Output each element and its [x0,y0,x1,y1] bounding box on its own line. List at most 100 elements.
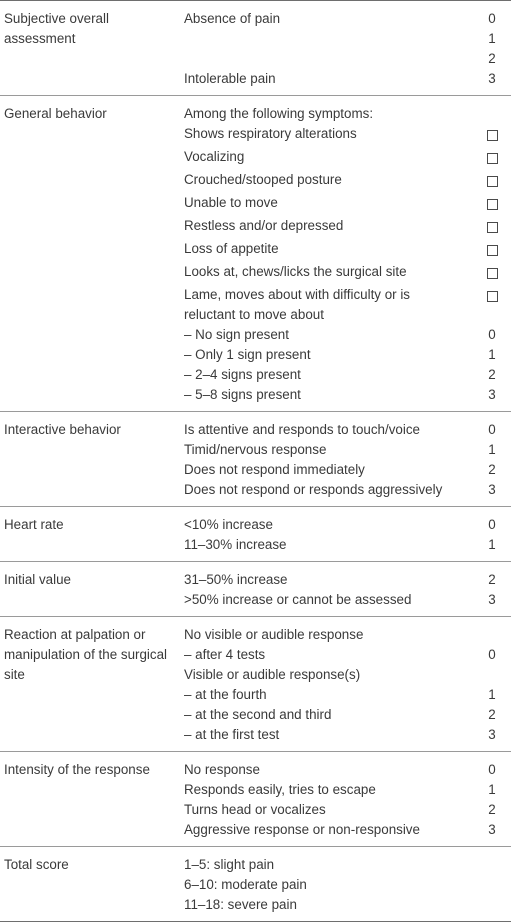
table-section: Interactive behavior Is attentive and res… [0,412,511,506]
score-value: 2 [488,367,496,382]
item-text: 31–50% increase [184,572,288,587]
checkbox-cell [482,285,511,308]
item-list: 31–50% increase 2 >50% increase or cannot … [184,570,511,610]
list-item: Unable to move [184,193,511,216]
table-section: Intensity of the response No response 0 Res… [0,752,511,846]
list-item: Looks at, chews/licks the surgical site [184,262,511,285]
list-item: – 5–8 signs present 3 [184,385,511,405]
checkbox-cell [482,239,511,262]
category-label: Total score [4,857,69,872]
score-value: 0 [488,327,496,342]
list-item: Loss of appetite [184,239,511,262]
checkbox-icon [486,199,498,210]
item-text: Responds easily, tries to escape [184,782,376,797]
item-text: Among the following symptoms: [184,106,374,121]
item-text: Unable to move [184,195,278,210]
list-item: Shows respiratory alterations [184,124,511,147]
item-list: 1–5: slight pain 6–10: moderate pain 11–18… [184,855,511,915]
score-value: 3 [488,387,496,402]
list-item: – at the fourth 1 [184,685,511,705]
item-list: Among the following symptoms: Shows respi… [184,104,511,405]
item-text: 11–18: severe pain [184,897,297,912]
list-item: <10% increase 0 [184,515,511,535]
score-value: 2 [488,462,496,477]
score-value: 0 [488,647,496,662]
list-item: Does not respond or responds aggressivel… [184,480,511,500]
checkbox-icon [486,130,498,141]
list-item: – Only 1 sign present 1 [184,345,511,365]
item-text: Aggressive response or non-responsive [184,822,420,837]
list-item: Crouched/stooped posture [184,170,511,193]
item-text: Crouched/stooped posture [184,172,342,187]
item-text: Timid/nervous response [184,442,327,457]
item-text: – at the fourth [184,687,267,702]
item-text: Shows respiratory alterations [184,126,357,141]
list-item: >50% increase or cannot be assessed 3 [184,590,511,610]
list-item: 31–50% increase 2 [184,570,511,590]
item-text: – after 4 tests [184,647,266,662]
list-item: Turns head or vocalizes 2 [184,800,511,820]
item-text: Lame, moves about with difficulty or is … [184,287,411,322]
list-item: Timid/nervous response 1 [184,440,511,460]
list-item: 2 [184,49,511,69]
table-section: Heart rate <10% increase 0 11–30% increase 1 [0,507,511,561]
item-text: No visible or audible response [184,627,364,642]
list-item: – at the second and third 2 [184,705,511,725]
item-text: 11–30% increase [184,537,287,552]
score-value: 2 [488,707,496,722]
score-value: 0 [488,762,496,777]
list-item: 11–30% increase 1 [184,535,511,555]
score-value: 1 [488,31,496,46]
checkbox-icon [486,291,498,302]
score-value: 2 [488,802,496,817]
item-text: <10% increase [184,517,273,532]
score-value: 3 [488,822,496,837]
item-text: – at the first test [184,727,280,742]
row-divider [0,846,511,847]
item-list: <10% increase 0 11–30% increase 1 [184,515,511,555]
item-text: – No sign present [184,327,289,342]
item-text: – at the second and third [184,707,332,722]
score-value: 1 [488,442,496,457]
row-divider [0,411,511,412]
item-text: Visible or audible response(s) [184,667,361,682]
category-label: Heart rate [4,517,64,532]
list-item: Intolerable pain 3 [184,69,511,89]
list-item: – 2–4 signs present 2 [184,365,511,385]
list-item: – after 4 tests 0 [184,645,511,665]
list-item: Vocalizing [184,147,511,170]
table-section: Initial value 31–50% increase 2 >50% increa… [0,562,511,616]
row-divider [0,506,511,507]
score-value: 0 [488,422,496,437]
checkbox-icon [486,176,498,187]
item-text: 6–10: moderate pain [184,877,307,892]
item-text: Turns head or vocalizes [184,802,326,817]
checkbox-cell [482,124,511,147]
checkbox-icon [486,222,498,233]
score-value: 3 [488,71,496,86]
checkbox-cell [482,193,511,216]
score-value: 1 [488,537,496,552]
score-value: 3 [488,592,496,607]
table-section: Reaction at palpation or manipulation of… [0,617,511,751]
item-text: – 2–4 signs present [184,367,301,382]
item-text: Does not respond immediately [184,462,365,477]
row-divider [0,561,511,562]
item-text: Vocalizing [184,149,245,164]
checkbox-icon [486,153,498,164]
item-list: Absence of pain 0 1 2 Intolerable pain 3 [184,9,511,89]
row-divider [0,616,511,617]
list-item: 11–18: severe pain [184,895,511,915]
category-label: Interactive behavior [4,422,121,437]
list-item: 6–10: moderate pain [184,875,511,895]
category-label: Reaction at palpation or manipulation of… [4,627,168,682]
score-value: 2 [488,572,496,587]
item-text: Restless and/or depressed [184,218,344,233]
table-section: General behavior Among the following symp… [0,96,511,411]
score-value: 1 [488,347,496,362]
list-item: – at the first test 3 [184,725,511,745]
row-divider [0,751,511,752]
list-item: Absence of pain 0 [184,9,511,29]
category-label: Subjective overall assessment [4,11,109,46]
list-item: Is attentive and responds to touch/voice… [184,420,511,440]
